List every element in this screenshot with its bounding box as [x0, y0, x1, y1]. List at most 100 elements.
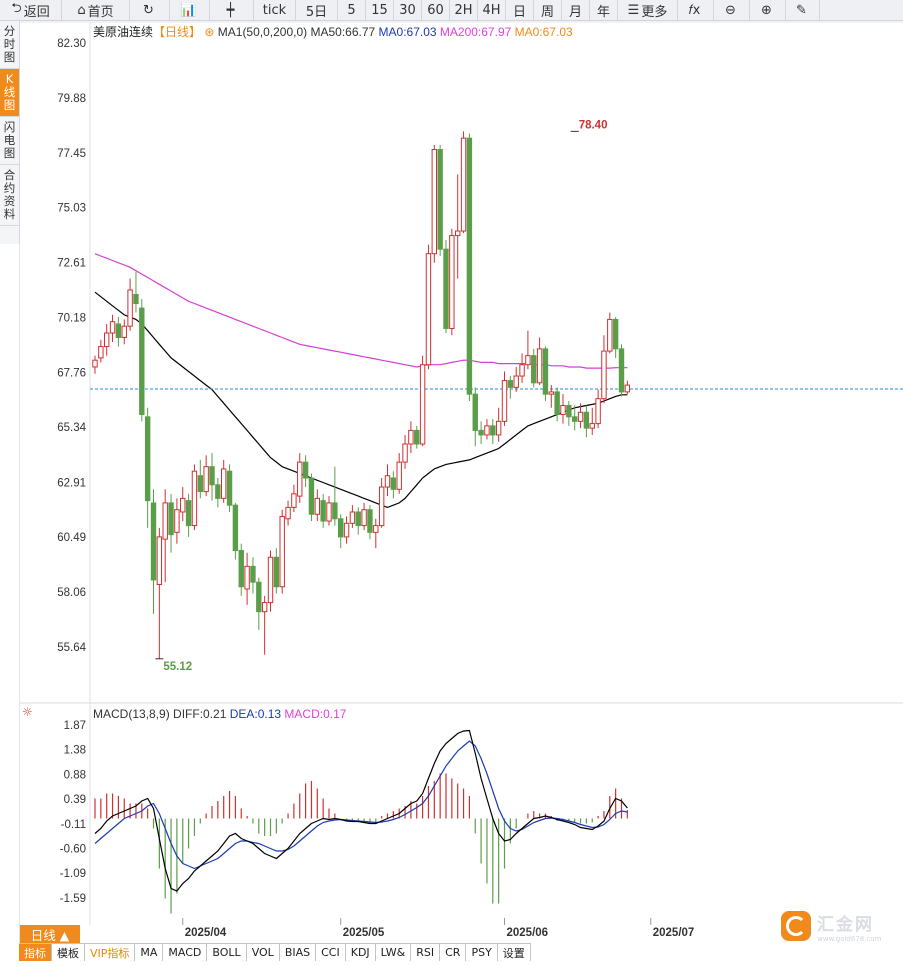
candle-body — [408, 429, 414, 445]
back-arrow-icon: ⮌ — [11, 1, 22, 16]
candle-body — [250, 565, 256, 583]
dea-line — [94, 740, 628, 870]
candle-body — [127, 289, 133, 327]
bar-chart-icon: 📊 — [180, 2, 197, 18]
macd-legend-item: MACD(13,8,9) — [93, 707, 173, 721]
macd-tick-label: -0.60 — [60, 844, 86, 856]
indicator-tab-12[interactable]: CR — [440, 944, 467, 961]
period-week[interactable]: 周 — [534, 0, 562, 20]
zoom-in-button[interactable]: ⊕ — [750, 0, 786, 20]
indicator-tab-2[interactable]: VIP指标 — [85, 944, 136, 961]
candle-body — [197, 475, 204, 493]
candle-body — [168, 502, 174, 536]
candle-body — [607, 318, 613, 352]
zoom-out-button[interactable]: ⊖ — [714, 0, 750, 20]
legend-item: MA50:66.77 — [310, 25, 378, 39]
indicator-tab-1[interactable]: 模板 — [52, 944, 85, 961]
period-5day[interactable]: 5日 — [296, 0, 338, 20]
candle-body — [490, 425, 496, 436]
candle-body — [209, 466, 215, 486]
indicator-tab-3[interactable]: MA — [135, 944, 164, 961]
indicator-tab-6[interactable]: VOL — [246, 944, 280, 961]
period-15min[interactable]: 15 — [366, 0, 394, 20]
period-60min[interactable]: 60 — [422, 0, 450, 20]
candle-style-button[interactable]: ┿ — [210, 0, 254, 20]
period-2h[interactable]: 2H — [450, 0, 478, 20]
more-button[interactable]: ☰ 更多 — [618, 0, 678, 20]
candle-body — [618, 348, 625, 393]
period-year[interactable]: 年 — [590, 0, 618, 20]
legend-period: 【日线】 — [153, 25, 201, 39]
period-day[interactable]: 日 — [506, 0, 534, 20]
left-tab-1[interactable]: K线图 — [0, 69, 19, 117]
candle-body — [343, 522, 350, 538]
indicator-tab-5[interactable]: BOLL — [207, 944, 247, 961]
candle-body — [390, 477, 397, 490]
period-30min[interactable]: 30 — [394, 0, 422, 20]
candle-body — [349, 511, 356, 524]
date-tick-label: 2025/05 — [343, 927, 385, 939]
candle-body — [185, 500, 192, 527]
candle-body — [332, 502, 338, 520]
period-4h[interactable]: 4H — [478, 0, 506, 20]
left-tab-0[interactable]: 分时图 — [0, 21, 19, 69]
function-button[interactable]: 𝑓x — [678, 0, 714, 20]
period-selector[interactable]: 日线 ▲ — [20, 925, 80, 943]
candle-body — [501, 380, 508, 422]
indicator-tab-11[interactable]: RSI — [411, 944, 441, 961]
price-tick-label: 60.49 — [57, 532, 86, 544]
indicator-tab-0[interactable]: 指标 — [19, 944, 52, 961]
macd-legend: MACD(13,8,9) DIFF:0.21 DEA:0.13 MACD:0.1… — [93, 707, 347, 721]
refresh-button[interactable]: ↻ — [130, 0, 170, 20]
candle-body — [92, 359, 98, 368]
price-tick-label: 77.45 — [57, 148, 86, 160]
candle-body — [203, 466, 209, 493]
candle-body — [156, 536, 163, 585]
extreme-price-label: 55.12 — [163, 661, 192, 673]
back-button[interactable]: ⮌ 返回 — [0, 0, 62, 20]
period-2h-label: 2H — [454, 2, 473, 18]
date-tick-label: 2025/06 — [507, 927, 549, 939]
candle-body — [244, 565, 250, 590]
zoom-out-icon: ⊖ — [725, 2, 736, 18]
chart-type-button[interactable]: 📊 — [170, 0, 210, 20]
candle-body — [232, 504, 239, 551]
indicator-tab-4[interactable]: MACD — [163, 944, 208, 961]
indicator-tab-13[interactable]: PSY — [466, 944, 498, 961]
period-tick[interactable]: tick — [254, 0, 296, 20]
left-tab-3[interactable]: 合约资料 — [0, 165, 19, 226]
price-tick-label: 62.91 — [57, 477, 86, 489]
draw-tool-button[interactable]: ✎ — [786, 0, 820, 20]
candle-body — [595, 398, 601, 425]
period-30min-label: 30 — [399, 2, 416, 18]
indicator-tab-10[interactable]: LW& — [375, 944, 412, 961]
price-legend: 美原油连续【日线】 ⊛ MA1(50,0,200,0) MA50:66.77 M… — [93, 24, 573, 39]
candle-body — [261, 602, 268, 613]
indicator-tab-9[interactable]: KDJ — [345, 944, 376, 961]
candle-body — [308, 477, 315, 515]
candle-body — [384, 475, 391, 488]
candle-body — [267, 556, 274, 604]
candle-body — [221, 468, 227, 499]
candle-body — [560, 404, 566, 416]
period-month[interactable]: 月 — [562, 0, 590, 20]
period-15min-label: 15 — [371, 2, 388, 18]
indicator-tab-8[interactable]: CCI — [316, 944, 346, 961]
indicator-tab-14[interactable]: 设置 — [497, 944, 531, 961]
left-tab-2[interactable]: 闪电图 — [0, 117, 19, 165]
indicator-tab-7[interactable]: BIAS — [279, 944, 317, 961]
candle-body — [443, 248, 449, 329]
candle-body — [121, 325, 127, 339]
price-tick-label: 70.18 — [57, 313, 86, 325]
candle-body — [583, 411, 590, 429]
price-tick-label: 55.64 — [57, 642, 86, 654]
home-button[interactable]: ⌂ 首页 — [62, 0, 130, 20]
candle-body — [285, 506, 291, 520]
period-5min[interactable]: 5 — [338, 0, 366, 20]
candle-body — [256, 581, 262, 613]
price-tick-label: 65.34 — [57, 422, 86, 434]
diff-line — [94, 729, 628, 892]
candle-body — [338, 518, 344, 538]
candle-body — [507, 380, 514, 388]
